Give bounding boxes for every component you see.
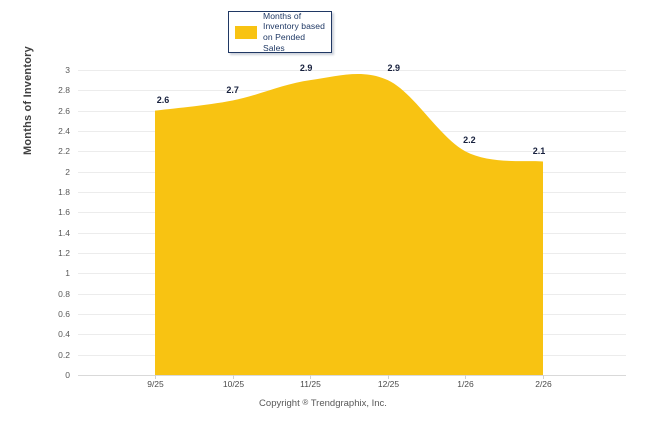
y-axis-tick-label: 1 — [65, 268, 70, 278]
x-axis-tick-label: 11/25 — [300, 379, 321, 389]
data-point-label: 2.6 — [156, 94, 170, 105]
y-axis-tick-label: 3 — [65, 65, 70, 75]
y-axis-tick-label: 1.6 — [58, 207, 70, 217]
copyright-suffix: Trendgraphix, Inc. — [308, 398, 387, 409]
y-axis-tick-label: 2.2 — [58, 146, 70, 156]
y-axis-tick-label: 2.4 — [58, 126, 70, 136]
data-point-label: 2.1 — [532, 145, 546, 156]
y-axis-tick-label: 1.2 — [58, 248, 70, 258]
x-axis-ticks-group — [155, 375, 544, 379]
y-axis-tick-label: 2.6 — [58, 106, 70, 116]
data-point-label: 2.9 — [299, 63, 313, 74]
y-axis-tick-label: 0.8 — [58, 289, 70, 299]
x-axis-tick-label: 10/25 — [222, 379, 245, 389]
chart-legend[interactable]: Months of Inventory based on Pended Sale… — [228, 11, 332, 53]
y-axis-tick-label: 0.4 — [58, 329, 70, 339]
x-axis-tick-label: 12/25 — [377, 379, 400, 389]
y-axis-tick-label: 1.4 — [58, 228, 70, 238]
legend-color-swatch — [235, 25, 257, 39]
y-axis-tick-label: 0.6 — [58, 309, 70, 319]
data-point-label: 2.9 — [387, 63, 401, 74]
y-axis-tick-label: 0.2 — [58, 350, 70, 360]
y-axis-title: Months of Inventory — [22, 46, 34, 155]
registered-trademark-icon: ® — [302, 398, 309, 407]
copyright-note: Copyright ® Trendgraphix, Inc. — [0, 398, 646, 409]
data-point-label: 2.7 — [226, 84, 239, 95]
y-axis-tick-label: 1.8 — [58, 187, 70, 197]
x-axis-tick-label: 1/26 — [457, 379, 474, 389]
y-axis-tick-label: 2.8 — [58, 85, 70, 95]
y-axis-tick-label: 2 — [65, 167, 70, 177]
copyright-prefix: Copyright — [259, 398, 303, 409]
x-axis-tick-label: 9/25 — [147, 379, 164, 389]
x-axis-tick-label: 2/26 — [535, 379, 552, 389]
legend-item-label: Months of Inventory based on Pended Sale… — [263, 10, 325, 53]
y-axis-tick-label: 0 — [65, 370, 70, 380]
area-series-path — [155, 74, 543, 375]
data-point-label: 2.2 — [463, 135, 476, 146]
